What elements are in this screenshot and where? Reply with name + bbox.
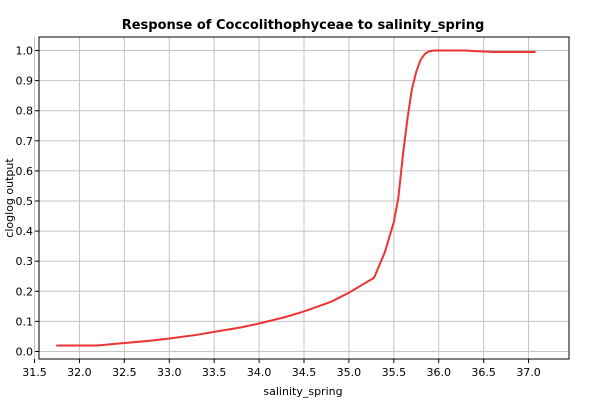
x-tick-label: 32.0 [67,366,92,379]
y-tick-label: 0.8 [16,105,34,118]
grid [34,37,569,359]
y-tick-label: 0.3 [16,255,34,268]
y-tick-label: 0.4 [16,225,34,238]
y-tick-label: 1.0 [16,45,34,58]
x-tick-label: 33.0 [157,366,182,379]
x-tick-label: 34.5 [292,366,317,379]
y-tick-label: 0.9 [16,75,34,88]
ticks: 31.5 32.0 32.5 33.0 33.5 34.0 34.5 35.0 35.5 36.0… [16,45,541,379]
x-tick-label: 34.0 [247,366,272,379]
x-axis-label: salinity_spring [263,385,342,398]
x-tick-label: 36.0 [426,366,451,379]
y-axis-label: cloglog output [3,158,16,238]
y-tick-label: 0.0 [16,345,34,358]
x-tick-label: 32.5 [112,366,137,379]
x-tick-label: 31.5 [22,366,47,379]
y-tick-label: 0.5 [16,195,34,208]
series-line [55,49,536,347]
x-tick-label: 35.5 [382,366,407,379]
y-tick-label: 0.1 [16,315,34,328]
chart-title: Response of Coccolithophyceae to salinit… [122,18,485,33]
x-tick-label: 33.5 [202,366,227,379]
x-tick-label: 37.0 [516,366,541,379]
y-tick-label: 0.7 [16,135,34,148]
y-tick-label: 0.6 [16,165,34,178]
y-tick-label: 0.2 [16,285,34,298]
x-tick-label: 36.5 [471,366,496,379]
x-tick-label: 35.0 [337,366,362,379]
